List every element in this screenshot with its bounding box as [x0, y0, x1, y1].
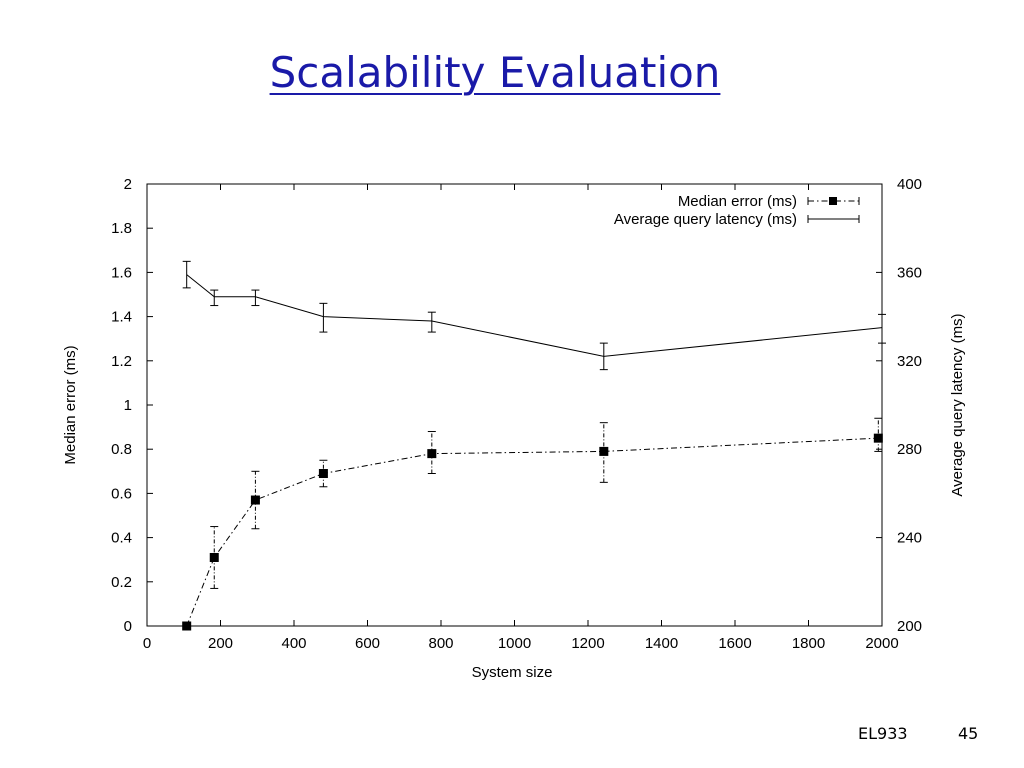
x-tick-label: 1600 [718, 635, 751, 652]
legend-swatch-median-error [807, 197, 860, 205]
y-right-tick-label: 400 [897, 176, 922, 193]
legend-swatch-query-latency [807, 215, 860, 223]
data-point-median-error [873, 433, 883, 443]
series-line-query-latency [186, 274, 883, 357]
x-axis-label: System size [472, 664, 553, 681]
course-code: EL933 [858, 724, 908, 743]
y-axis-label-right: Average query latency (ms) [949, 313, 966, 496]
series-query-latency [182, 260, 886, 371]
x-tick-label: 800 [428, 635, 453, 652]
y-left-tick-label: 1.8 [111, 220, 132, 237]
x-tick-label: 1200 [571, 635, 604, 652]
series-line-median-error [186, 437, 879, 627]
data-point-median-error [427, 449, 437, 459]
data-point-median-error [599, 446, 609, 456]
x-axis: 0 200 400 600 800 1000 1200 1400 1600 1800 2000 [143, 184, 899, 652]
y-left-tick-label: 0.2 [111, 574, 132, 591]
y-right-tick-label: 200 [897, 618, 922, 635]
legend-label-median-error: Median error (ms) [678, 193, 797, 210]
x-tick-label: 400 [281, 635, 306, 652]
error-bar-query-latency [251, 289, 260, 307]
y-axis-right: 200 240 280 320 360 400 [876, 176, 922, 635]
error-bar-median-error [319, 459, 328, 488]
y-right-tick-label: 360 [897, 264, 922, 281]
legend-label-query-latency: Average query latency (ms) [614, 211, 797, 228]
data-point-median-error [209, 552, 219, 562]
y-axis-left: 0 0.2 0.4 0.6 0.8 1 1.2 1.4 1.6 1.8 2 [111, 176, 153, 635]
series-layer [182, 260, 886, 631]
y-axis-label-left: Median error (ms) [62, 345, 79, 464]
x-tick-label: 1000 [498, 635, 531, 652]
plot-frame [146, 183, 883, 627]
x-tick-label: 0 [143, 635, 151, 652]
y-left-tick-label: 2 [124, 176, 132, 193]
error-bar-query-latency [182, 260, 191, 289]
y-right-tick-label: 240 [897, 530, 922, 547]
y-left-tick-label: 1.4 [111, 309, 132, 326]
error-bar-query-latency [319, 302, 328, 333]
x-tick-label: 200 [208, 635, 233, 652]
y-right-tick-label: 280 [897, 441, 922, 458]
x-tick-label: 600 [355, 635, 380, 652]
data-point-median-error [318, 469, 328, 479]
error-bar-query-latency [210, 289, 219, 307]
data-point-median-error [250, 495, 260, 505]
series-median-error [182, 417, 883, 631]
slide-title: Scalability Evaluation [269, 48, 721, 97]
data-point-median-error [182, 621, 192, 631]
x-tick-label: 1400 [645, 635, 678, 652]
y-left-tick-label: 1.6 [111, 264, 132, 281]
y-left-tick-label: 0 [124, 618, 132, 635]
error-bar-median-error [874, 417, 883, 452]
error-bar-query-latency [878, 313, 886, 344]
x-tick-label: 2000 [865, 635, 898, 652]
error-bar-query-latency [427, 311, 436, 333]
y-left-tick-label: 1 [124, 397, 132, 414]
slide-number: 45 [958, 724, 979, 743]
y-left-tick-label: 0.4 [111, 530, 132, 547]
y-left-tick-label: 0.8 [111, 441, 132, 458]
error-bar-query-latency [599, 342, 608, 371]
y-left-tick-label: 1.2 [111, 353, 132, 370]
legend: Median error (ms) Average query latency … [614, 193, 860, 228]
y-left-tick-label: 0.6 [111, 485, 132, 502]
y-right-tick-label: 320 [897, 353, 922, 370]
x-tick-label: 1800 [792, 635, 825, 652]
